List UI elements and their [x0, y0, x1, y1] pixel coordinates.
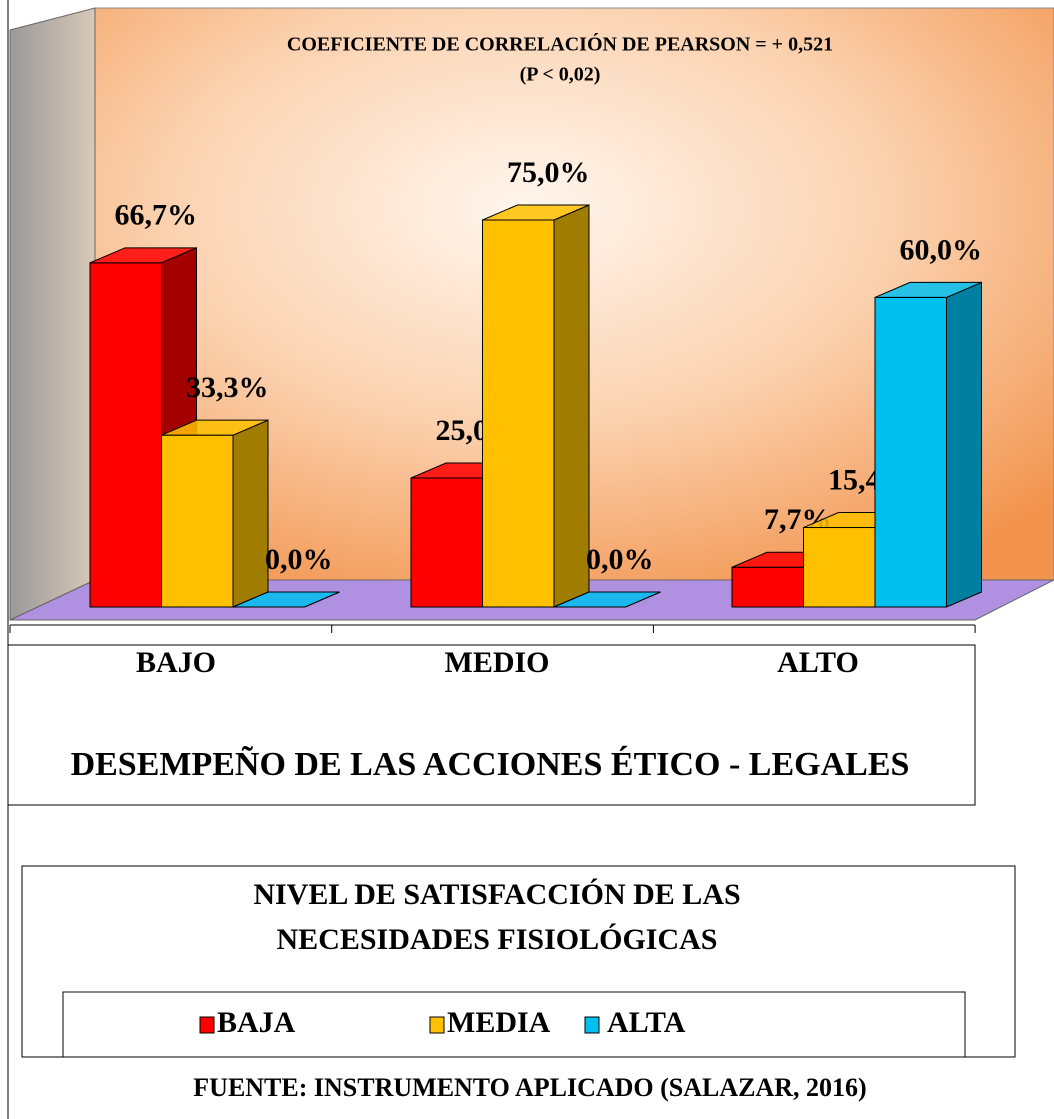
value-label: 0,0%	[586, 543, 654, 576]
bar	[161, 434, 234, 608]
legend-inner-box	[62, 991, 966, 1058]
x-tick-label: BAJO	[136, 646, 216, 679]
bar-side	[946, 281, 982, 608]
legend-label: MEDIA	[447, 1006, 551, 1039]
side-wall	[9, 7, 96, 621]
bar-top	[553, 591, 661, 608]
bar	[482, 219, 555, 608]
legend-swatch	[429, 1016, 445, 1034]
value-label: 33,3%	[186, 371, 269, 404]
bar-top	[874, 281, 982, 298]
bar-top	[482, 204, 590, 221]
bar-top	[232, 591, 340, 608]
x-tick-label: MEDIO	[445, 646, 550, 679]
legend-swatch	[199, 1016, 215, 1034]
bar	[89, 262, 162, 608]
value-label: 75,0%	[507, 156, 590, 189]
source: FUENTE: INSTRUMENTO APLICADO (SALAZAR, 2…	[193, 1073, 866, 1102]
bar-top	[161, 419, 269, 436]
bar	[410, 477, 483, 608]
legend-swatch	[584, 1016, 600, 1034]
x-tick-label: ALTO	[777, 646, 859, 679]
bar-side	[553, 204, 590, 608]
value-label: 60,0%	[900, 233, 983, 266]
value-label: 0,0%	[265, 543, 333, 576]
bar-side	[232, 419, 269, 608]
legend-title: NIVEL DE SATISFACCIÓN DE LAS	[253, 878, 740, 911]
legend-title: NECESIDADES FISIOLÓGICAS	[277, 923, 718, 956]
axis-box	[7, 644, 976, 806]
chart-title: COEFICIENTE DE CORRELACIÓN DE PEARSON = …	[287, 32, 833, 56]
bar	[803, 527, 876, 608]
x-axis-title: DESEMPEÑO DE LAS ACCIONES ÉTICO - LEGALE…	[71, 746, 910, 783]
chart-subtitle: (P < 0,02)	[520, 64, 601, 86]
value-label: 66,7%	[115, 199, 198, 232]
bar	[874, 296, 947, 608]
bar	[731, 566, 804, 608]
legend-label: ALTA	[607, 1006, 686, 1039]
legend-label: BAJA	[217, 1006, 296, 1039]
bar-top	[89, 247, 197, 264]
